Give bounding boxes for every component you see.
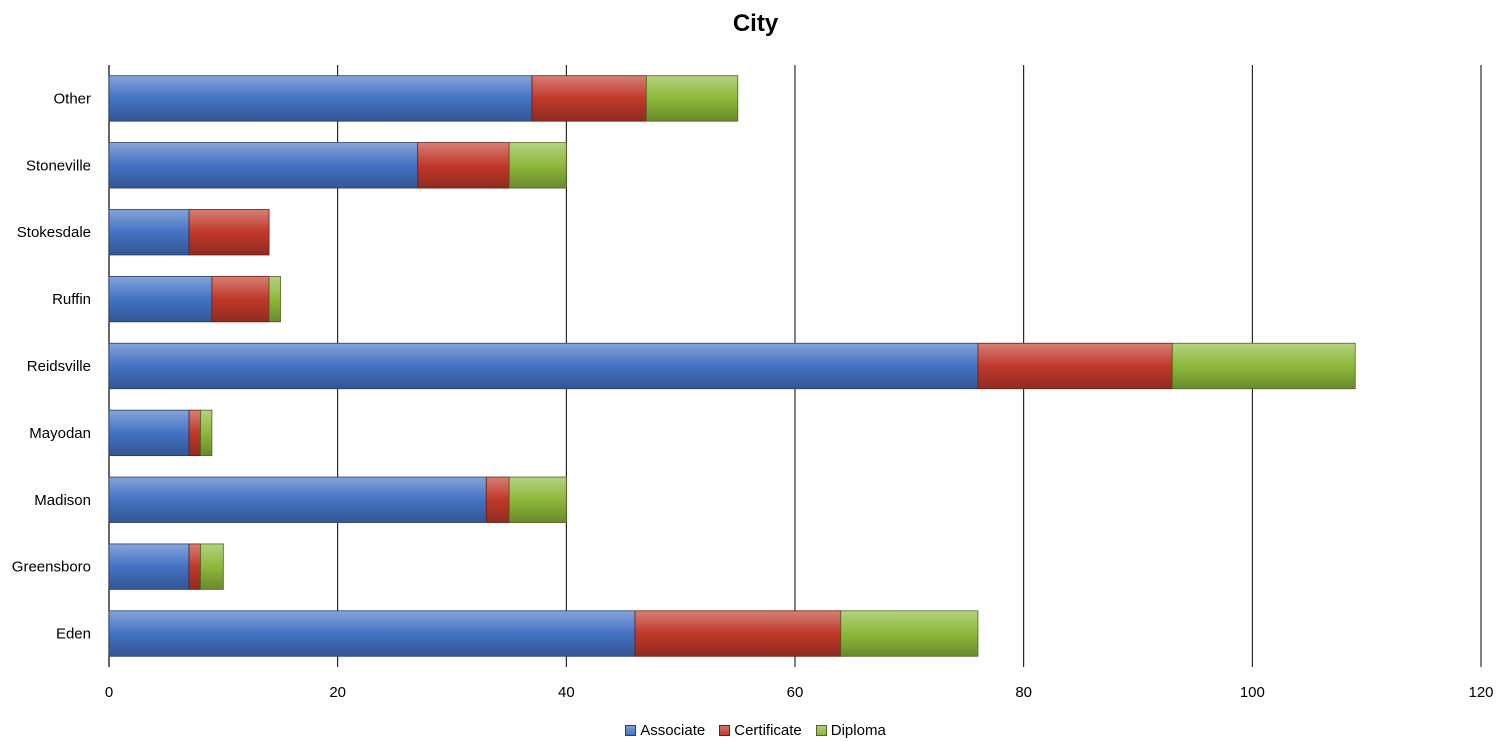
bar-certificate-eden: [634, 610, 842, 657]
bar-diploma-greensboro: [200, 543, 224, 590]
bar-diploma-madison: [508, 476, 567, 523]
bar-associate-other: [108, 75, 533, 122]
legend-swatch: [815, 725, 827, 736]
category-label: Greensboro: [12, 559, 91, 576]
bar-certificate-stokesdale: [188, 209, 270, 256]
bar-certificate-mayodan: [188, 409, 201, 457]
x-tick-labels: 0 20 40 60 80 100 120: [105, 684, 1494, 701]
bar-diploma-eden: [840, 610, 979, 657]
category-label: Reidsville: [27, 358, 91, 375]
bar-associate-stokesdale: [108, 209, 190, 256]
bar-diploma-mayodan: [200, 409, 213, 457]
legend: Associate Certificate Diploma: [0, 722, 1511, 739]
bar-certificate-stoneville: [417, 142, 510, 189]
x-tick-label: 80: [1015, 684, 1032, 701]
bar-associate-reidsville: [108, 342, 979, 390]
bars: [108, 75, 1356, 657]
legend-swatch: [719, 725, 731, 736]
bar-diploma-other: [645, 75, 739, 122]
bar-certificate-madison: [485, 476, 510, 523]
category-label: Other: [53, 90, 91, 107]
bar-associate-greensboro: [108, 543, 190, 590]
x-tick-label: 40: [558, 684, 575, 701]
x-tick-label: 60: [787, 684, 804, 701]
category-label: Stokesdale: [17, 224, 91, 241]
bar-associate-mayodan: [108, 409, 190, 457]
bar-certificate-reidsville: [977, 342, 1173, 390]
legend-label: Certificate: [734, 722, 802, 739]
legend-swatch: [625, 725, 637, 736]
bar-certificate-greensboro: [188, 543, 201, 590]
bar-diploma-reidsville: [1171, 342, 1356, 390]
chart-title: City: [732, 10, 779, 37]
bar-associate-madison: [108, 476, 487, 523]
x-tick-label: 120: [1468, 684, 1493, 701]
bar-certificate-other: [531, 75, 647, 122]
x-tick-label: 0: [105, 684, 113, 701]
x-tick-label: 20: [329, 684, 346, 701]
legend-label: Diploma: [830, 722, 886, 739]
bar-associate-eden: [108, 610, 636, 657]
legend-label: Associate: [640, 722, 706, 739]
bar-diploma-stoneville: [508, 142, 567, 189]
legend-item: Certificate: [719, 722, 802, 739]
category-labels: Eden Greensboro Madison Mayodan Reidsville Ru…: [12, 90, 91, 642]
bar-associate-ruffin: [108, 275, 213, 323]
bar-diploma-ruffin: [268, 275, 281, 323]
category-label: Mayodan: [29, 425, 91, 442]
category-label: Eden: [56, 626, 91, 643]
x-tick-label: 100: [1240, 684, 1265, 701]
legend-item: Diploma: [815, 722, 886, 739]
bar-certificate-ruffin: [211, 275, 270, 323]
category-label: Madison: [34, 492, 91, 509]
category-label: Stoneville: [26, 157, 91, 174]
category-label: Ruffin: [52, 291, 91, 308]
legend-item: Associate: [625, 722, 705, 739]
bar-associate-stoneville: [108, 142, 419, 189]
